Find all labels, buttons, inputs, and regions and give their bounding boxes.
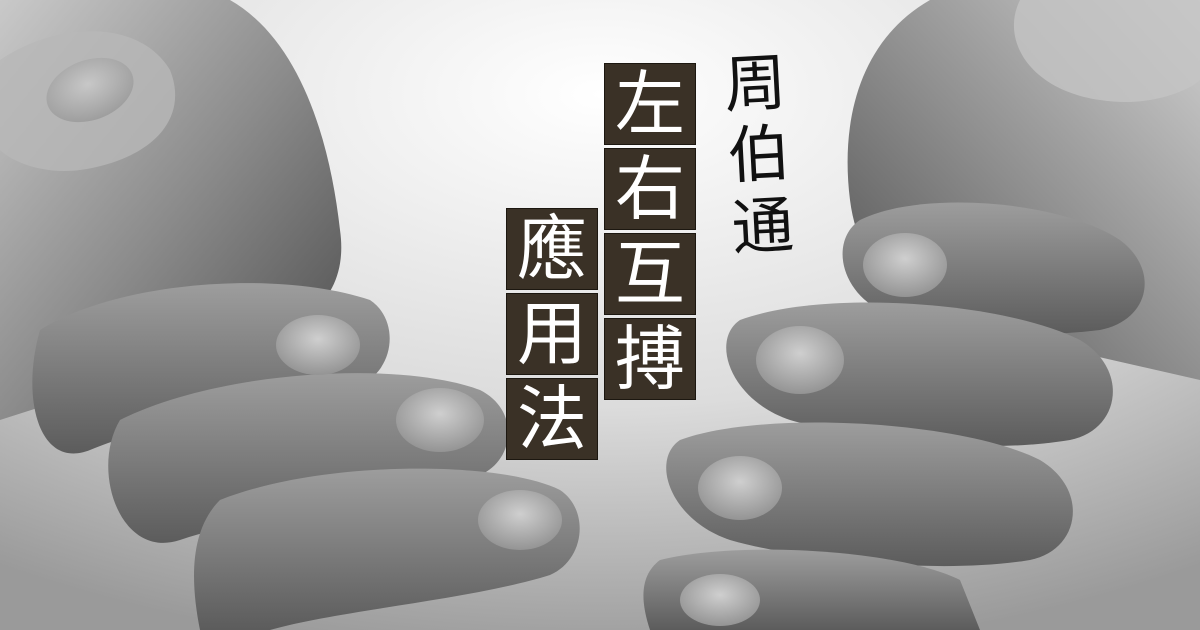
title-line-1: 左 右 互 搏 xyxy=(604,63,696,403)
calligraphy-signature: 周 伯 通 xyxy=(722,45,796,265)
title-char: 用 xyxy=(506,293,598,375)
title-char: 右 xyxy=(604,148,696,230)
title-char: 法 xyxy=(506,378,598,460)
title-line-2: 應 用 法 xyxy=(506,208,598,463)
right-finger-3 xyxy=(666,422,1073,567)
signature-char: 通 xyxy=(729,187,796,265)
signature-char: 周 xyxy=(722,45,789,122)
title-char: 左 xyxy=(604,63,696,145)
title-char: 搏 xyxy=(604,318,696,400)
signature-char: 伯 xyxy=(726,116,792,193)
title-char: 互 xyxy=(604,233,696,315)
title-char: 應 xyxy=(506,208,598,290)
